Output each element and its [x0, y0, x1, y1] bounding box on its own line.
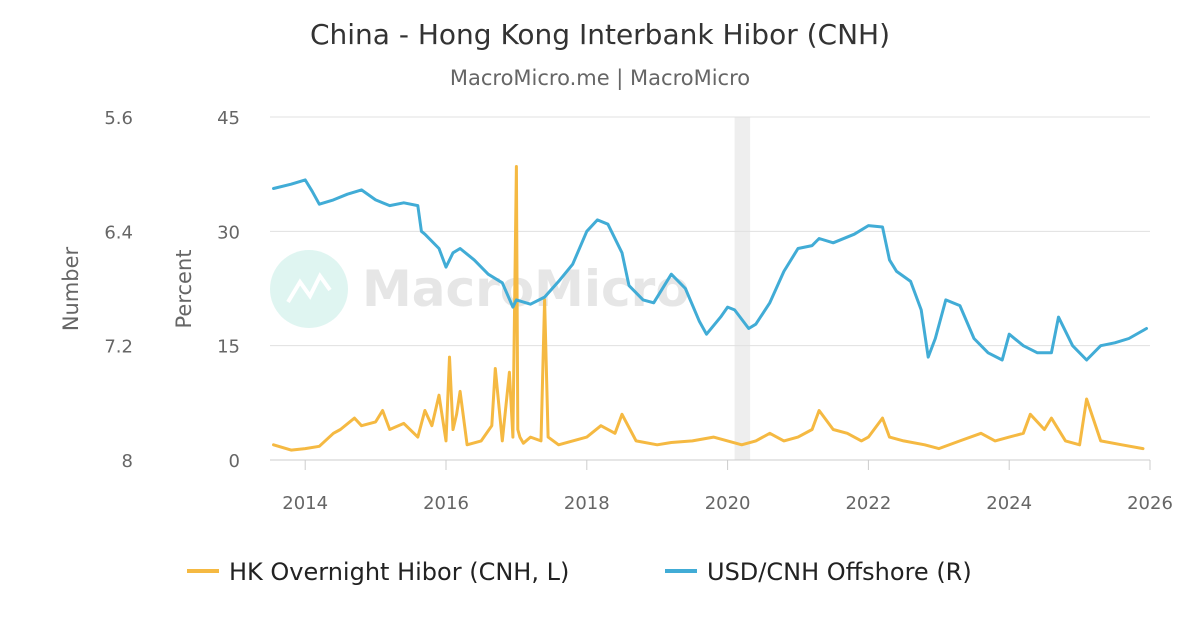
y-left-tick-3: 0 [229, 451, 240, 472]
watermark-text: MacroMicro [362, 260, 690, 318]
axis-ticks: 45 5.6 30 6.4 15 7.2 0 8 2014 2016 2018 2020 2022 202… [104, 108, 1173, 514]
x-tick-3: 2020 [705, 493, 751, 514]
y-axis-right-label: Number [59, 246, 83, 331]
x-tick-0: 2014 [282, 493, 328, 514]
x-tick-1: 2016 [423, 493, 469, 514]
legend-label-hibor: HK Overnight Hibor (CNH, L) [229, 558, 569, 586]
watermark: MacroMicro [270, 250, 690, 328]
y-right-tick-3: 8 [122, 451, 133, 472]
y-right-tick-0: 5.6 [104, 108, 133, 129]
legend-item-hibor[interactable]: HK Overnight Hibor (CNH, L) [187, 558, 569, 586]
y-axis-left-label: Percent [172, 249, 196, 328]
x-tick-4: 2022 [845, 493, 891, 514]
shaded-period-0 [734, 117, 751, 460]
x-tick-5: 2024 [986, 493, 1032, 514]
y-left-tick-1: 30 [217, 222, 240, 243]
series-layer [272, 165, 1148, 452]
chart-title: China - Hong Kong Interbank Hibor (CNH) [310, 18, 890, 51]
series-line-0 [272, 165, 1145, 452]
legend-item-usdcnh[interactable]: USD/CNH Offshore (R) [665, 558, 972, 586]
y-right-tick-1: 6.4 [104, 222, 133, 243]
series-line-1 [272, 178, 1148, 362]
x-tick-6: 2026 [1127, 493, 1173, 514]
watermark-logo-icon [270, 250, 348, 328]
watermark-logo-mark [286, 272, 332, 304]
y-left-tick-0: 45 [217, 108, 240, 129]
legend: HK Overnight Hibor (CNH, L) USD/CNH Offs… [187, 558, 972, 586]
chart-subtitle: MacroMicro.me | MacroMicro [450, 66, 750, 91]
x-tick-2: 2018 [564, 493, 610, 514]
legend-label-usdcnh: USD/CNH Offshore (R) [707, 558, 972, 586]
y-right-tick-2: 7.2 [104, 337, 133, 358]
y-left-tick-2: 15 [217, 337, 240, 358]
